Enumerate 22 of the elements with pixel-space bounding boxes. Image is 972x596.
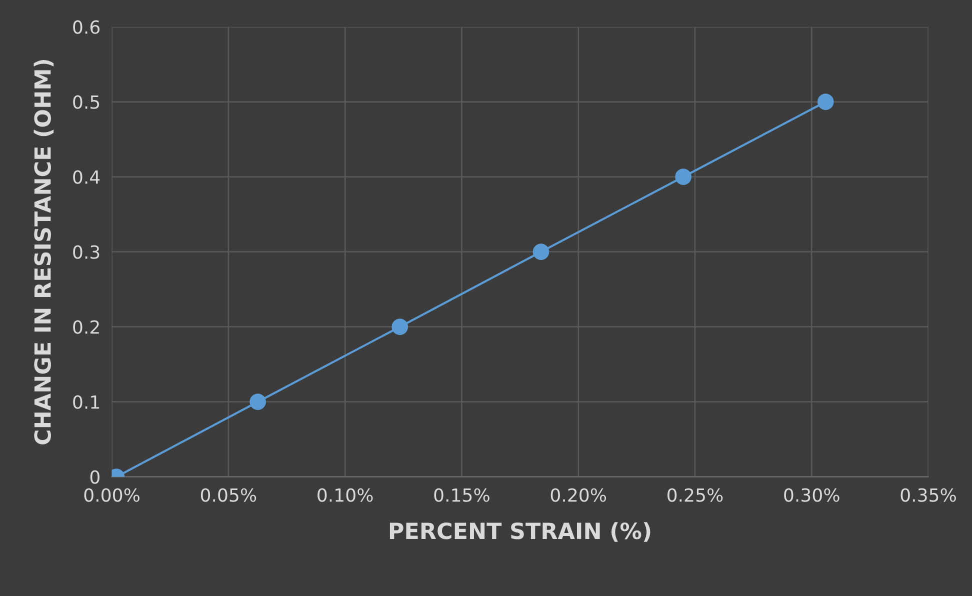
- x-tick-label: 0.00%: [84, 488, 140, 502]
- x-tick-label: 0.35%: [900, 488, 956, 502]
- x-axis-title: PERCENT STRAIN (%): [390, 522, 650, 542]
- point: [250, 394, 266, 410]
- x-tick-label: 0.20%: [550, 488, 606, 502]
- y-tick-label: 0.6: [73, 20, 100, 34]
- y-tick-label: 0: [90, 470, 100, 484]
- point: [817, 94, 834, 110]
- x-tick-label: 0.15%: [434, 488, 490, 502]
- point: [392, 318, 408, 335]
- x-tick-label: 0.30%: [784, 488, 840, 502]
- y-tick-label: 0.5: [73, 95, 100, 109]
- y-tick-label: 0.3: [73, 245, 100, 259]
- y-axis-title: CHANGE IN RESISTANCE (OHM): [34, 60, 54, 444]
- x-tick-label: 0.10%: [318, 488, 373, 502]
- y-tick-label: 0.2: [73, 320, 99, 334]
- x-tick-label: 0.05%: [200, 488, 256, 502]
- point: [675, 168, 692, 185]
- x-tick-label: 0.25%: [667, 488, 723, 502]
- y-tick-label: 0.1: [73, 395, 99, 409]
- y-tick-label: 0.4: [73, 170, 100, 184]
- point: [532, 244, 550, 260]
